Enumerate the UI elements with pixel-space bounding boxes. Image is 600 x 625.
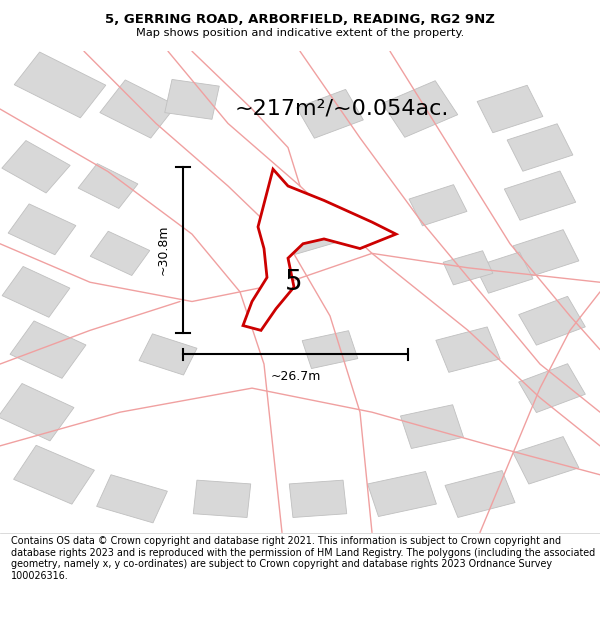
Text: Map shows position and indicative extent of the property.: Map shows position and indicative extent… xyxy=(136,28,464,39)
Polygon shape xyxy=(475,252,533,293)
Polygon shape xyxy=(97,475,167,523)
Polygon shape xyxy=(193,480,251,518)
Polygon shape xyxy=(518,364,586,413)
Polygon shape xyxy=(477,85,543,132)
Polygon shape xyxy=(518,296,586,345)
Polygon shape xyxy=(14,446,94,504)
Polygon shape xyxy=(296,89,364,138)
Polygon shape xyxy=(445,471,515,518)
Polygon shape xyxy=(78,164,138,209)
Polygon shape xyxy=(243,169,396,331)
Polygon shape xyxy=(10,321,86,378)
Polygon shape xyxy=(505,171,575,220)
Polygon shape xyxy=(368,471,436,516)
Polygon shape xyxy=(8,204,76,255)
Polygon shape xyxy=(0,384,74,441)
Polygon shape xyxy=(436,327,500,372)
Polygon shape xyxy=(409,184,467,226)
Text: ~217m²/~0.054ac.: ~217m²/~0.054ac. xyxy=(235,99,449,119)
Polygon shape xyxy=(139,334,197,375)
Polygon shape xyxy=(14,52,106,118)
Polygon shape xyxy=(513,437,579,484)
Text: ~26.7m: ~26.7m xyxy=(271,371,320,383)
Text: ~30.8m: ~30.8m xyxy=(157,224,170,275)
Polygon shape xyxy=(302,331,358,369)
Polygon shape xyxy=(90,231,150,276)
Polygon shape xyxy=(382,81,458,138)
Text: 5: 5 xyxy=(285,268,303,296)
Polygon shape xyxy=(443,251,493,285)
Polygon shape xyxy=(513,229,579,277)
Polygon shape xyxy=(2,141,70,193)
Polygon shape xyxy=(507,124,573,171)
Polygon shape xyxy=(283,214,341,254)
Polygon shape xyxy=(400,405,464,449)
Polygon shape xyxy=(165,79,219,119)
Polygon shape xyxy=(289,480,347,518)
Polygon shape xyxy=(2,266,70,318)
Polygon shape xyxy=(100,80,176,138)
Text: Contains OS data © Crown copyright and database right 2021. This information is : Contains OS data © Crown copyright and d… xyxy=(11,536,595,581)
Text: 5, GERRING ROAD, ARBORFIELD, READING, RG2 9NZ: 5, GERRING ROAD, ARBORFIELD, READING, RG… xyxy=(105,12,495,26)
